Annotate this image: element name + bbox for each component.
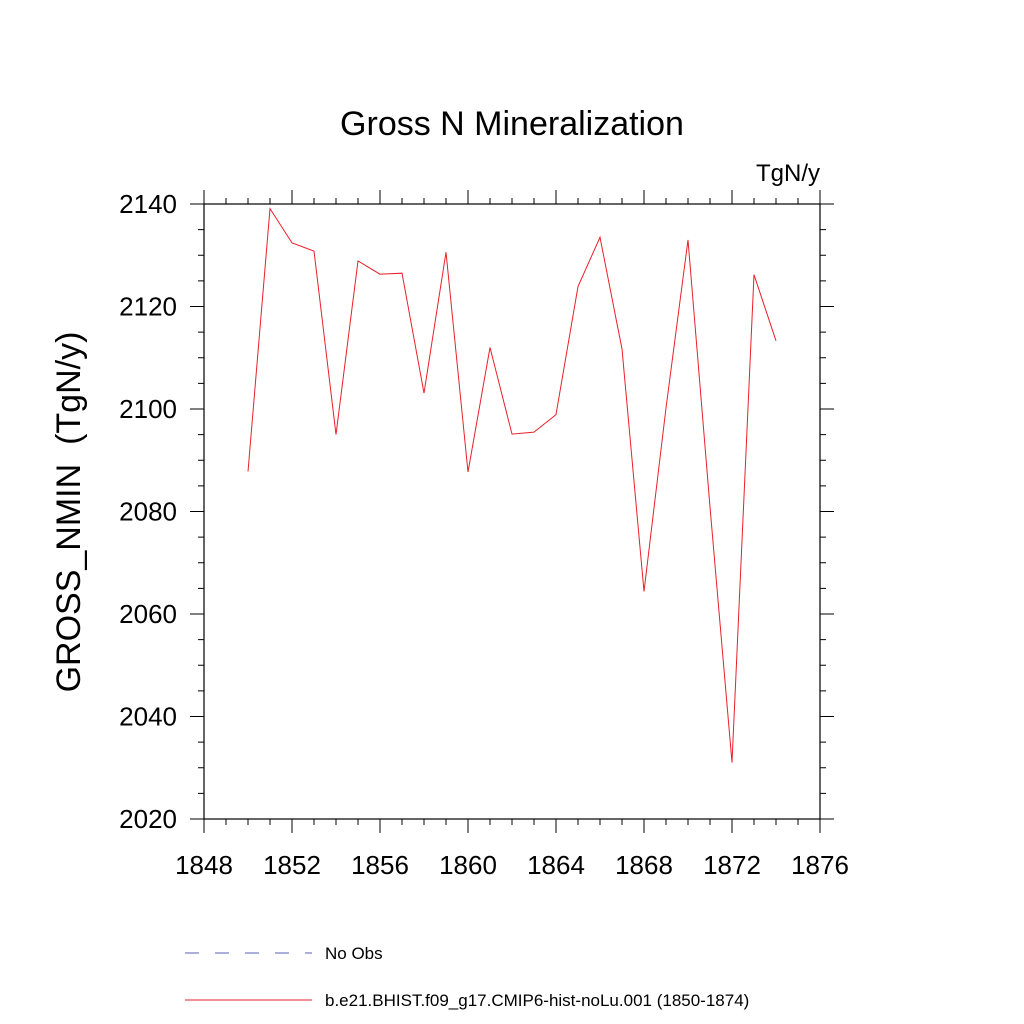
y-tick-label: 2140 [119, 189, 177, 219]
x-tick-label: 1876 [791, 850, 849, 880]
series-line [247, 207, 777, 763]
x-tick-label: 1864 [527, 850, 585, 880]
x-tick-label: 1868 [615, 850, 673, 880]
y-tick-label: 2040 [119, 702, 177, 732]
x-tick-label: 1848 [175, 850, 233, 880]
axes-layer: 1848 1852 1856 1860 1864 1868 1872 1876 2020 2040… [119, 189, 849, 880]
x-tick-label: 1852 [263, 850, 321, 880]
legend-label: No Obs [325, 944, 383, 963]
units-label: TgN/y [756, 160, 820, 187]
chart-title: Gross N Mineralization [340, 105, 684, 143]
legend-label: b.e21.BHIST.f09_g17.CMIP6-hist-noLu.001 … [325, 991, 749, 1010]
x-tick-label: 1860 [439, 850, 497, 880]
data-layer [247, 207, 777, 763]
plot-frame [203, 203, 821, 820]
legend: No Obs b.e21.BHIST.f09_g17.CMIP6-hist-noL… [185, 944, 749, 1010]
x-tick-label: 1872 [703, 850, 761, 880]
y-tick-label: 2120 [119, 292, 177, 322]
y-axis-label: GROSS_NMIN (TgN/y) [50, 332, 88, 693]
y-tick-label: 2080 [119, 497, 177, 527]
y-tick-label: 2060 [119, 599, 177, 629]
y-tick-label: 2100 [119, 394, 177, 424]
x-tick-label: 1856 [351, 850, 409, 880]
y-tick-label: 2020 [119, 804, 177, 834]
